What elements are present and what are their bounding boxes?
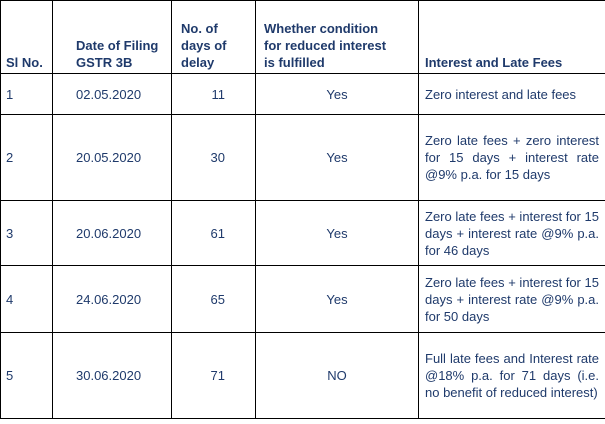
table-row: 3 20.06.2020 61 Yes Zero late fees + int… (0, 200, 605, 266)
header-interest-late-fees: Interest and Late Fees (418, 0, 605, 74)
cell-condition: NO (255, 332, 419, 419)
cell-date: 02.05.2020 (52, 73, 172, 115)
cell-fees: Zero interest and late fees (418, 73, 605, 115)
cell-sl-no: 2 (0, 114, 53, 201)
cell-fees: Zero late fees + interest for 15 days + … (418, 265, 605, 333)
cell-sl-no: 3 (0, 200, 53, 266)
cell-date: 20.05.2020 (52, 114, 172, 201)
cell-fees: Zero late fees + interest for 15 days + … (418, 200, 605, 266)
header-condition-fulfilled: Whether condition for reduced interest is … (255, 0, 419, 74)
cell-condition: Yes (255, 265, 419, 333)
cell-days: 71 (171, 332, 256, 419)
cell-condition: Yes (255, 114, 419, 201)
table-row: 4 24.06.2020 65 Yes Zero late fees + int… (0, 265, 605, 333)
header-date-of-filing: Date of Filing GSTR 3B (52, 0, 172, 74)
cell-fees: Full late fees and Interest rate @18% p.… (418, 332, 605, 419)
cell-date: 20.06.2020 (52, 200, 172, 266)
cell-sl-no: 1 (0, 73, 53, 115)
header-sl-no: Sl No. (0, 0, 53, 74)
cell-date: 30.06.2020 (52, 332, 172, 419)
cell-days: 30 (171, 114, 256, 201)
cell-days: 11 (171, 73, 256, 115)
cell-condition: Yes (255, 200, 419, 266)
cell-condition: Yes (255, 73, 419, 115)
table-row: 2 20.05.2020 30 Yes Zero late fees + zer… (0, 114, 605, 201)
cell-sl-no: 5 (0, 332, 53, 419)
table-row: 1 02.05.2020 11 Yes Zero interest and la… (0, 73, 605, 115)
table-row: 5 30.06.2020 71 NO Full late fees and In… (0, 332, 605, 419)
cell-days: 61 (171, 200, 256, 266)
cell-days: 65 (171, 265, 256, 333)
cell-date: 24.06.2020 (52, 265, 172, 333)
cell-sl-no: 4 (0, 265, 53, 333)
cell-fees: Zero late fees + zero interest for 15 da… (418, 114, 605, 201)
header-days-of-delay: No. of days of delay (171, 0, 256, 74)
table-header-row: Sl No. Date of Filing GSTR 3B No. of days … (0, 0, 605, 74)
